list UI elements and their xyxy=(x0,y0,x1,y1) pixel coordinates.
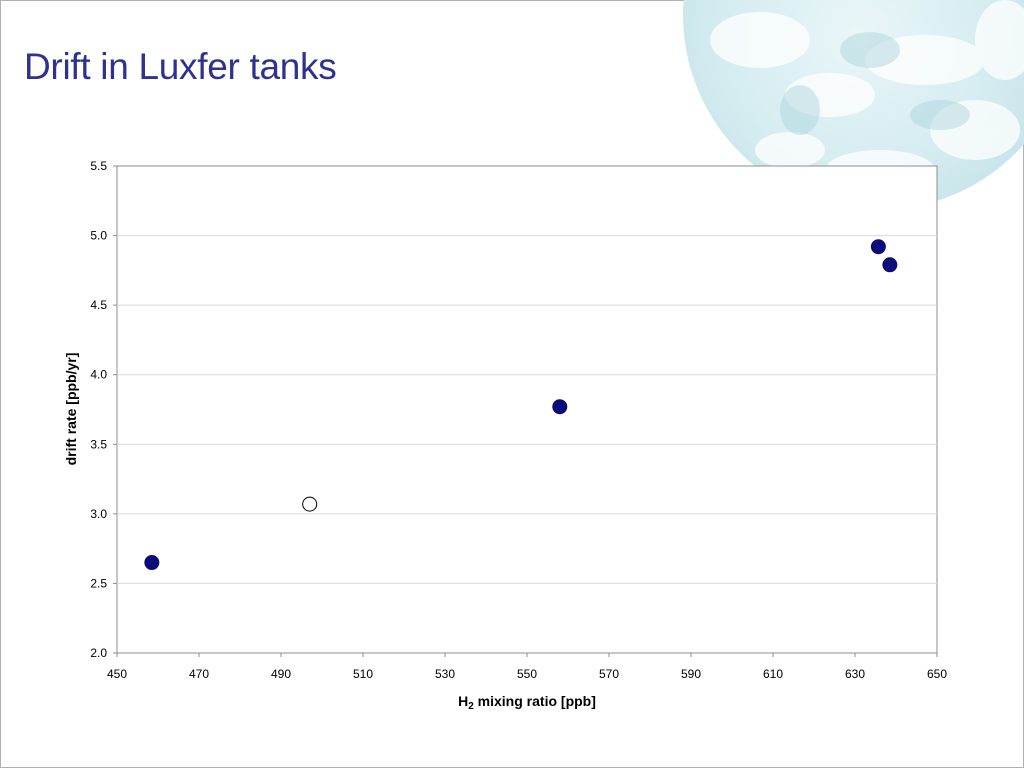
x-tick-label: 470 xyxy=(189,667,209,681)
y-tick-label: 2.5 xyxy=(90,576,107,590)
x-tick-label: 570 xyxy=(599,667,619,681)
y-tick-label: 5.5 xyxy=(90,159,107,173)
y-tick-label: 4.0 xyxy=(90,368,107,382)
y-tick-label: 3.0 xyxy=(90,507,107,521)
y-tick-label: 4.5 xyxy=(90,298,107,312)
data-point-filled xyxy=(144,555,160,571)
data-point-hollow xyxy=(302,496,318,512)
x-axis-ticks: 450 470 490 510 530 550 570 590 610 630 650 xyxy=(107,653,947,681)
x-tick-label: 630 xyxy=(845,667,865,681)
x-tick-label: 530 xyxy=(435,667,455,681)
data-point-filled xyxy=(552,399,568,415)
x-tick-label: 650 xyxy=(927,667,947,681)
x-tick-label: 610 xyxy=(763,667,783,681)
x-axis-title: H2 mixing ratio [ppb] xyxy=(458,693,596,712)
plot-area xyxy=(116,165,938,654)
x-tick-label: 510 xyxy=(353,667,373,681)
x-tick-label: 550 xyxy=(517,667,537,681)
x-tick-label: 450 xyxy=(107,667,127,681)
x-tick-label: 490 xyxy=(271,667,291,681)
data-points xyxy=(144,239,898,571)
y-axis-ticks: 2.0 2.5 3.0 3.5 4.0 4.5 5.0 5.5 xyxy=(90,159,117,660)
y-tick-label: 2.0 xyxy=(90,646,107,660)
y-tick-label: 3.5 xyxy=(90,437,107,451)
y-tick-label: 5.0 xyxy=(90,229,107,243)
y-axis-title: drift rate [ppb/yr] xyxy=(63,353,79,466)
x-tick-label: 590 xyxy=(681,667,701,681)
data-point-filled xyxy=(882,257,898,273)
data-point-filled xyxy=(870,239,886,255)
gridlines xyxy=(117,235,937,584)
slide-title: Drift in Luxfer tanks xyxy=(24,46,337,87)
